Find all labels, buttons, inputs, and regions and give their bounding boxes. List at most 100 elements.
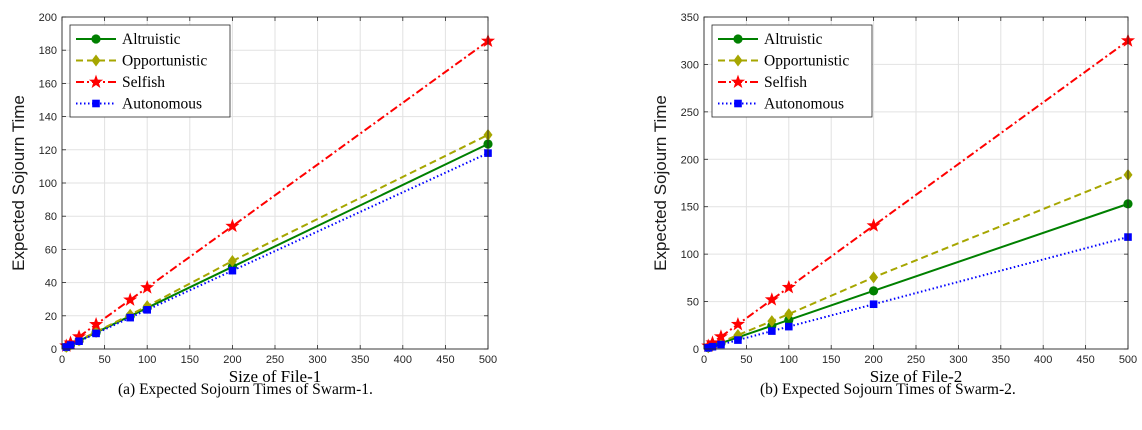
data-point-selfish <box>140 280 155 294</box>
x-tick-label: 400 <box>394 354 412 366</box>
y-tick-label: 200 <box>681 154 699 166</box>
x-tick-label: 500 <box>479 354 497 366</box>
legend-marker-opportunistic <box>91 54 101 67</box>
y-tick-label: 180 <box>39 45 57 57</box>
data-point-autonomous <box>62 343 71 351</box>
data-point-opportunistic <box>227 255 237 268</box>
x-tick-label: 300 <box>308 354 326 366</box>
data-point-selfish <box>866 218 881 232</box>
x-axis-label: Size of File-2 <box>870 367 963 386</box>
data-point-autonomous <box>92 329 100 338</box>
legend-label-autonomous: Autonomous <box>122 96 202 113</box>
x-tick-label: 450 <box>436 354 454 366</box>
x-tick-label: 250 <box>907 354 925 366</box>
y-tick-label: 100 <box>39 178 57 190</box>
y-axis-label: Expected Sojourn Time <box>651 95 670 271</box>
x-axis-label: Size of File-1 <box>229 367 322 386</box>
x-tick-label: 100 <box>138 354 156 366</box>
x-tick-label: 0 <box>59 354 65 366</box>
y-tick-label: 50 <box>687 297 699 309</box>
legend-label-autonomous: Autonomous <box>764 96 844 113</box>
x-tick-label: 400 <box>1034 354 1052 366</box>
data-point-autonomous <box>75 337 83 345</box>
data-point-autonomous <box>126 313 134 322</box>
legend-marker-altruistic <box>733 34 743 44</box>
x-tick-label: 200 <box>864 354 882 366</box>
x-tick-label: 150 <box>181 354 199 366</box>
y-tick-label: 60 <box>45 244 57 256</box>
y-tick-label: 0 <box>51 344 57 356</box>
data-point-selfish <box>225 218 240 233</box>
legend-label-altruistic: Altruistic <box>122 31 181 48</box>
caption-swarm-1: (a) Expected Sojourn Times of Swarm-1. <box>118 381 373 398</box>
data-point-selfish <box>123 292 138 306</box>
data-point-selfish <box>781 279 796 294</box>
x-tick-label: 350 <box>351 354 369 366</box>
x-tick-label: 100 <box>780 354 798 366</box>
y-tick-label: 0 <box>693 344 699 356</box>
data-point-opportunistic <box>784 308 794 321</box>
legend: Altruistic Opportunistic Selfish Autonomous <box>69 24 231 118</box>
data-point-selfish <box>72 329 87 343</box>
axis-ticks: 0 50 100 150 200 250 300 350 400 450 500 0 20 40 60 80 1… <box>39 12 498 366</box>
x-tick-label: 0 <box>701 354 707 366</box>
data-point-selfish <box>89 317 104 331</box>
legend-marker-altruistic <box>91 34 101 44</box>
legend-marker-selfish <box>88 74 104 88</box>
legend-marker-opportunistic <box>733 54 743 67</box>
y-tick-label: 20 <box>45 311 57 323</box>
data-point-autonomous <box>708 342 717 351</box>
y-tick-label: 100 <box>681 249 699 261</box>
y-tick-label: 160 <box>39 78 57 90</box>
legend-label-opportunistic: Opportunistic <box>122 53 207 70</box>
legend-marker-selfish <box>730 74 746 88</box>
data-point-autonomous <box>869 300 878 309</box>
plot-frame <box>61 16 489 350</box>
legend-label-selfish: Selfish <box>122 74 165 91</box>
y-tick-label: 80 <box>45 211 57 223</box>
caption-swarm-2: (b) Expected Sojourn Times of Swarm-2. <box>760 381 1016 398</box>
data-point-autonomous <box>785 322 793 331</box>
data-point-opportunistic <box>869 271 879 284</box>
y-tick-label: 250 <box>681 107 699 119</box>
data-point-opportunistic <box>767 315 777 328</box>
data-point-selfish <box>764 292 779 306</box>
data-point-selfish <box>705 335 720 349</box>
data-point-autonomous <box>734 336 742 344</box>
x-tick-label: 350 <box>992 354 1010 366</box>
chart-1: 0 50 100 150 200 250 300 350 400 450 500 0 20 40 60 80 1… <box>9 12 497 386</box>
data-point-autonomous <box>768 327 776 335</box>
data-point-autonomous <box>228 266 237 275</box>
legend-label-altruistic: Altruistic <box>764 31 823 48</box>
legend-label-opportunistic: Opportunistic <box>764 53 849 70</box>
data-point-autonomous <box>717 340 725 349</box>
chart-2: 0 50 100 150 200 250 300 350 400 450 500 0 50 100 150 2… <box>651 12 1137 386</box>
x-tick-label: 50 <box>98 354 110 366</box>
x-tick-label: 50 <box>740 354 752 366</box>
axis-ticks: 0 50 100 150 200 250 300 350 400 450 500 0 50 100 150 2… <box>681 12 1138 366</box>
legend: Altruistic Opportunistic Selfish Autonomous <box>711 24 873 118</box>
x-tick-label: 500 <box>1119 354 1137 366</box>
x-tick-label: 250 <box>266 354 284 366</box>
x-tick-label: 300 <box>949 354 967 366</box>
data-point-autonomous <box>143 306 151 314</box>
x-tick-label: 150 <box>822 354 840 366</box>
y-tick-label: 140 <box>39 112 57 124</box>
x-tick-label: 200 <box>223 354 241 366</box>
data-point-autonomous <box>704 344 713 352</box>
y-tick-label: 120 <box>39 145 57 157</box>
series-line-autonomous <box>707 236 1129 349</box>
plot-frame <box>703 16 1129 350</box>
data-point-selfish <box>713 329 728 343</box>
y-axis-label: Expected Sojourn Time <box>9 95 28 271</box>
data-point-selfish <box>730 316 745 331</box>
legend-label-selfish: Selfish <box>764 74 807 91</box>
legend-marker-autonomous <box>92 99 100 108</box>
y-tick-label: 40 <box>45 278 57 290</box>
data-point-altruistic <box>869 286 879 296</box>
y-tick-label: 150 <box>681 202 699 214</box>
data-point-autonomous <box>66 341 75 349</box>
x-tick-label: 450 <box>1076 354 1094 366</box>
legend-marker-autonomous <box>734 99 742 108</box>
